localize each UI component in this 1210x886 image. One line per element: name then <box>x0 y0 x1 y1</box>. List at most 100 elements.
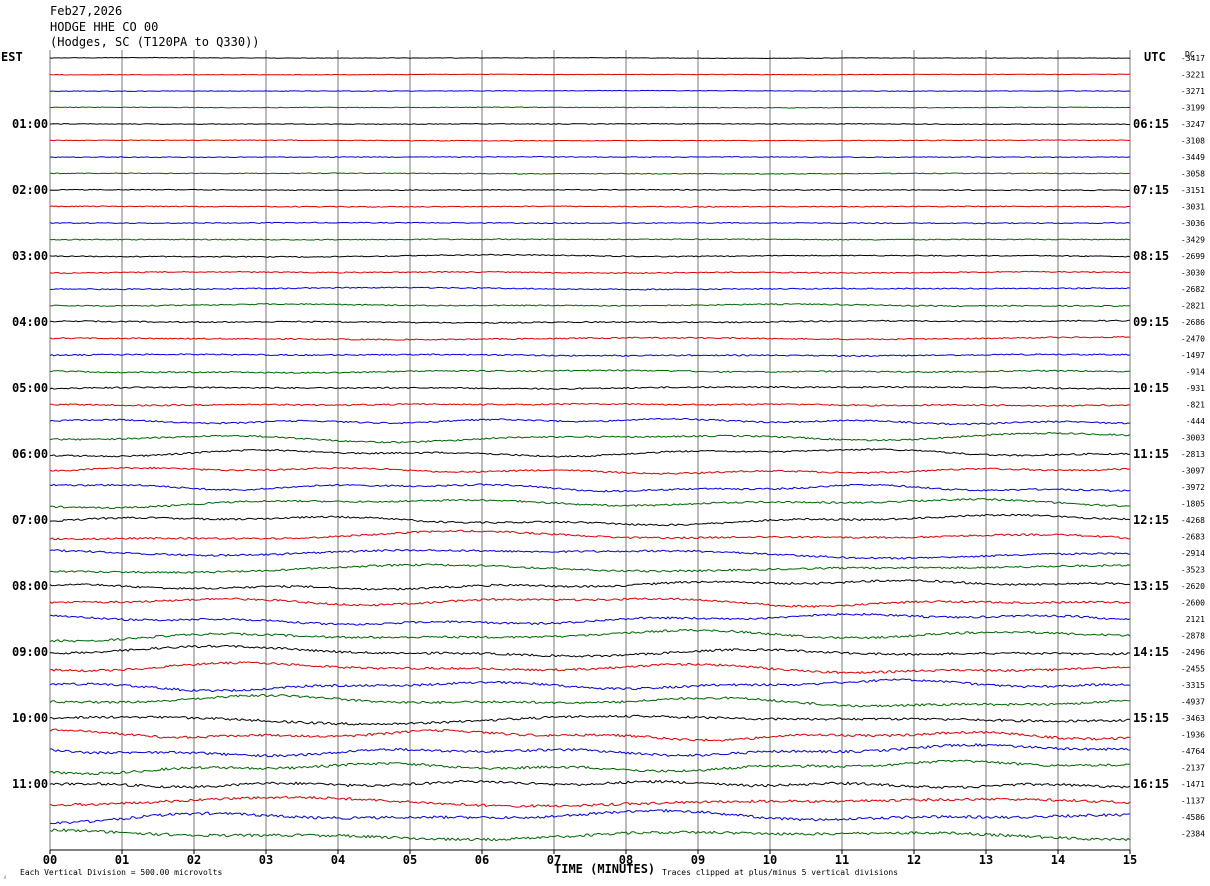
dc-offset-label: -2620 <box>1181 582 1205 591</box>
x-tick-label: 13 <box>979 853 993 867</box>
trace-line <box>49 742 1131 758</box>
trace-line <box>49 628 1131 643</box>
trace-line <box>49 238 1131 241</box>
trace-line <box>49 402 1131 407</box>
header-date: Feb27,2026 <box>50 4 122 18</box>
trace-line <box>49 353 1131 357</box>
trace-line <box>49 498 1131 510</box>
utc-hour-label: 14:15 <box>1133 645 1169 659</box>
utc-hour-label: 12:15 <box>1133 513 1169 527</box>
trace-line <box>49 106 1131 109</box>
est-hour-label: 11:00 <box>12 777 48 791</box>
trace-line <box>49 597 1131 608</box>
est-hour-label: 09:00 <box>12 645 48 659</box>
x-tick-label: 11 <box>835 853 849 867</box>
trace-line <box>49 188 1131 192</box>
dc-offset-label: -2137 <box>1181 764 1205 773</box>
x-tick-labels: 00 01 02 03 04 05 06 07 08 09 10 11 12 13 14 15 <box>43 850 1137 867</box>
dc-offset-label: -3108 <box>1181 137 1205 146</box>
trace-line <box>49 483 1131 493</box>
trace-line <box>49 286 1131 291</box>
x-tick-label: 01 <box>115 853 129 867</box>
x-tick-label: 03 <box>259 853 273 867</box>
dc-offset-label: -1936 <box>1181 731 1205 740</box>
est-hour-label: 10:00 <box>12 711 48 725</box>
header-location: (Hodges, SC (T120PA to Q330)) <box>50 35 260 49</box>
trace-line <box>49 205 1131 208</box>
dc-offset-label: -3058 <box>1181 170 1205 179</box>
x-axis-title: TIME (MINUTES) <box>554 862 655 876</box>
trace-line <box>49 417 1131 426</box>
trace-line <box>49 579 1131 591</box>
utc-hour-label: 10:15 <box>1133 381 1169 395</box>
x-tick-label: 15 <box>1123 853 1137 867</box>
trace-line <box>49 808 1131 825</box>
utc-hour-label: 06:15 <box>1133 117 1169 131</box>
dc-offset-label: -2878 <box>1181 632 1205 641</box>
dc-offset-label: -2384 <box>1181 830 1205 839</box>
dc-offset-label: -4586 <box>1181 813 1205 822</box>
est-hour-label: 07:00 <box>12 513 48 527</box>
trace-line <box>49 122 1131 126</box>
utc-hour-label: 08:15 <box>1133 249 1169 263</box>
x-tick-label: 06 <box>475 853 489 867</box>
utc-hour-label: 11:15 <box>1133 447 1169 461</box>
est-hour-label: 06:00 <box>12 447 48 461</box>
dc-offset-labels: -3417 -3221 -3271 -3199 -3247 -3108 -3449 -3058… <box>1181 54 1205 839</box>
trace-line <box>49 759 1131 776</box>
dc-offset-label: -2682 <box>1181 285 1205 294</box>
trace-line <box>49 693 1131 708</box>
trace-line <box>49 385 1131 390</box>
trace-line <box>49 253 1131 258</box>
trace-line <box>49 448 1131 458</box>
dc-offset-label: -3972 <box>1181 483 1205 492</box>
x-tick-label: 10 <box>763 853 777 867</box>
x-tick-label: 08 <box>619 853 633 867</box>
dc-offset-label: 2121 <box>1186 615 1205 624</box>
dc-offset-label: -1137 <box>1181 797 1205 806</box>
est-hour-label: 04:00 <box>12 315 48 329</box>
dc-offset-label: -2600 <box>1181 599 1205 608</box>
trace-line <box>49 73 1131 76</box>
corner-mark: ⁁ <box>3 871 6 879</box>
dc-offset-label: -2699 <box>1181 252 1205 261</box>
trace-line <box>49 172 1131 175</box>
dc-offset-label: -3271 <box>1181 87 1205 96</box>
dc-offset-label: -2470 <box>1181 335 1205 344</box>
dc-offset-label: -4937 <box>1181 698 1205 707</box>
est-zone-label: EST <box>1 50 23 64</box>
dc-label: DC <box>1185 50 1195 59</box>
est-hour-label: 02:00 <box>12 183 48 197</box>
dc-offset-label: -4764 <box>1181 747 1205 756</box>
trace-line <box>49 728 1131 742</box>
trace-line <box>49 563 1131 574</box>
est-hour-label: 03:00 <box>12 249 48 263</box>
dc-offset-label: -2455 <box>1181 665 1205 674</box>
trace-line <box>49 155 1131 159</box>
dc-offset-label: -3031 <box>1181 203 1205 212</box>
dc-offset-label: -3097 <box>1181 467 1205 476</box>
dc-offset-label: -444 <box>1186 417 1205 426</box>
trace-line <box>49 513 1131 527</box>
dc-offset-label: -3030 <box>1181 269 1205 278</box>
dc-offset-label: -2496 <box>1181 648 1205 657</box>
trace-line <box>49 795 1131 808</box>
trace-line <box>49 612 1131 626</box>
dc-offset-label: -914 <box>1186 368 1205 377</box>
x-tick-label: 12 <box>907 853 921 867</box>
dc-offset-label: -3221 <box>1181 71 1205 80</box>
dc-offset-label: -931 <box>1186 384 1205 393</box>
trace-line <box>49 221 1131 225</box>
trace-line <box>49 828 1131 842</box>
header-station: HODGE HHE CO 00 <box>50 20 158 34</box>
dc-offset-label: -3151 <box>1181 186 1205 195</box>
trace-line <box>49 319 1131 324</box>
trace-line <box>49 369 1131 374</box>
trace-line <box>49 714 1131 726</box>
dc-offset-label: -2821 <box>1181 302 1205 311</box>
dc-offset-label: -2686 <box>1181 318 1205 327</box>
trace-line <box>49 56 1131 60</box>
x-tick-label: 02 <box>187 853 201 867</box>
x-tick-label: 14 <box>1051 853 1065 867</box>
